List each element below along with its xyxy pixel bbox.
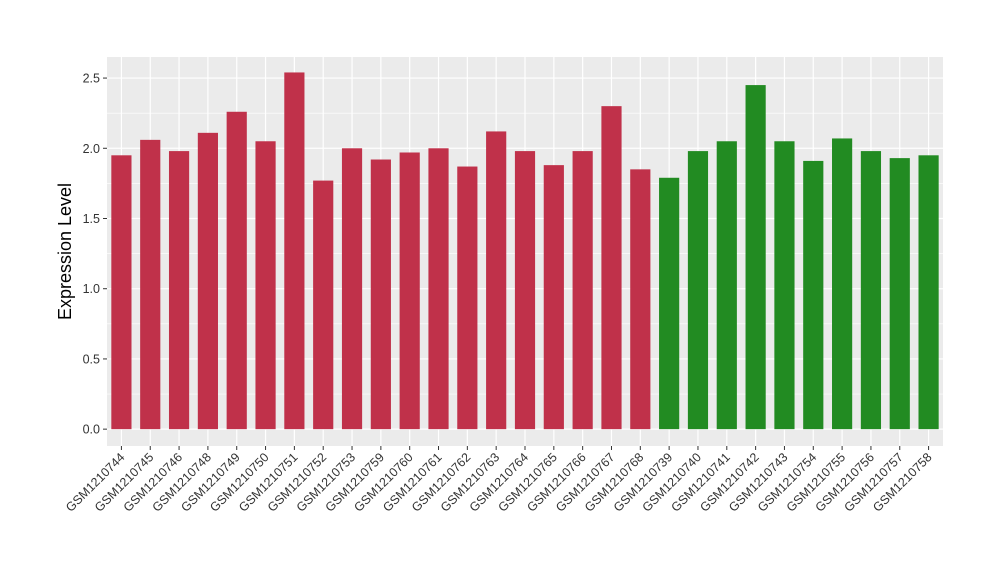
bar-GSM1210767 <box>601 106 622 430</box>
bar-GSM1210761 <box>428 148 449 430</box>
bar-GSM1210754 <box>803 160 824 430</box>
y-tick-label: 1.0 <box>83 282 100 296</box>
y-axis-title: Expression Level <box>55 183 75 320</box>
bar-GSM1210768 <box>630 169 651 430</box>
y-tick-label: 2.0 <box>83 142 100 156</box>
bar-GSM1210739 <box>659 177 680 430</box>
bar-GSM1210758 <box>918 155 939 430</box>
y-tick-label: 0.5 <box>83 352 100 366</box>
bar-GSM1210742 <box>745 85 766 430</box>
bar-GSM1210759 <box>370 159 391 430</box>
bar-GSM1210740 <box>687 151 709 430</box>
bar-GSM1210763 <box>486 131 507 430</box>
bar-GSM1210762 <box>457 166 478 430</box>
bar-GSM1210746 <box>168 151 190 430</box>
bar-GSM1210748 <box>197 132 218 430</box>
bar-GSM1210741 <box>716 141 737 430</box>
bar-GSM1210751 <box>284 72 305 430</box>
bar-GSM1210744 <box>111 155 132 430</box>
x-axis: GSM1210744GSM1210745GSM1210746GSM1210748… <box>63 446 935 515</box>
bar-GSM1210749 <box>226 111 247 430</box>
bar-GSM1210756 <box>860 151 882 430</box>
bar-GSM1210755 <box>832 138 853 430</box>
y-axis: 0.0 0.5 1.0 1.5 2.0 2.5 <box>83 72 107 437</box>
bar-GSM1210750 <box>255 141 276 430</box>
y-tick-label: 0.0 <box>83 423 100 437</box>
bar-GSM1210753 <box>341 148 363 430</box>
y-tick-label: 2.5 <box>83 72 100 86</box>
bar-GSM1210766 <box>572 151 593 430</box>
bar-GSM1210760 <box>399 152 420 430</box>
bar-GSM1210765 <box>543 165 564 430</box>
bar-GSM1210752 <box>313 180 334 430</box>
bars <box>111 72 939 430</box>
bar-GSM1210743 <box>774 141 795 430</box>
bar-GSM1210757 <box>889 158 910 430</box>
bar-GSM1210764 <box>514 151 536 430</box>
y-tick-label: 1.5 <box>83 212 100 226</box>
bar-GSM1210745 <box>140 139 161 430</box>
